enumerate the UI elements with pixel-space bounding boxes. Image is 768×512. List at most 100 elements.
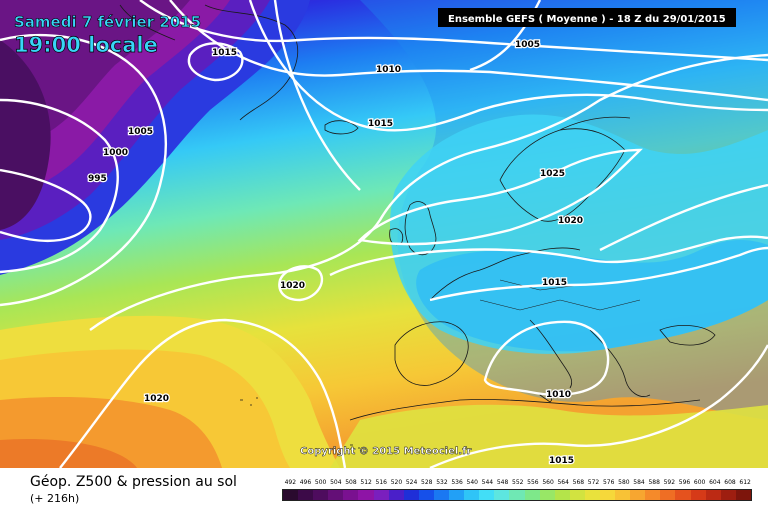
isobar-1015-small (187, 42, 244, 82)
isobar-1010 (169, 0, 768, 102)
scale-tick-label: 512 (360, 479, 372, 486)
scale-tick-label: 544 (481, 479, 494, 486)
scale-tick-label: 592 (663, 479, 676, 486)
isobar-label: 1015 (549, 456, 574, 466)
isobar-label: 1015 (212, 48, 237, 58)
isobar-label: 1020 (144, 394, 169, 404)
forecast-hour: (+ 216h) (30, 492, 80, 505)
run-info-box (438, 8, 736, 27)
isobar-label: 1005 (128, 127, 153, 137)
scale-tick-label: 496 (299, 479, 312, 486)
date-label: Samedi 7 février 2015 (14, 13, 201, 31)
scale-tick-label: 564 (557, 479, 569, 486)
isobar-label: 1025 (540, 169, 565, 179)
scale-swatch (615, 490, 631, 500)
cold-pool-deep (416, 240, 768, 352)
isobars (0, 0, 768, 468)
scale-tick-label: 568 (572, 479, 585, 486)
scale-tick-label: 520 (390, 479, 403, 486)
isobar-995 (0, 168, 92, 243)
scale-tick-label: 508 (345, 479, 357, 486)
scale-swatch (630, 490, 646, 500)
scale-tick-label: 580 (618, 479, 630, 486)
isobar-label: 1010 (376, 65, 401, 75)
isobar-labels: 995 1000 1005 1005 1010 1015 1015 1015 1… (87, 39, 585, 468)
scale-tick-label: 552 (512, 479, 524, 486)
scale-tick-label: 492 (284, 479, 297, 486)
isobar-label: 1020 (280, 281, 305, 291)
isobar-1015-south (429, 344, 768, 468)
scale-tick-label: 604 (709, 479, 721, 486)
isobar-label: 1020 (558, 216, 583, 226)
scale-swatch (720, 490, 736, 500)
scale-swatch (343, 490, 359, 500)
isobar-1005-west (0, 33, 167, 307)
isobar-1000 (0, 98, 119, 274)
scale-swatch (328, 490, 344, 500)
scale-tick-label: 516 (375, 479, 387, 486)
scale-swatch (464, 490, 480, 500)
scale-swatch (569, 490, 585, 500)
scale-swatch (554, 490, 570, 500)
weather-map: 995 1000 1005 1005 1010 1015 1015 1015 1… (0, 0, 768, 468)
isobar-1020-south (59, 318, 347, 468)
scale-swatch (645, 490, 661, 500)
scale-swatch (675, 490, 691, 500)
isobar-1025 (357, 148, 643, 246)
scale-tick-label: 528 (421, 479, 433, 486)
scale-tick-label: 556 (527, 479, 539, 486)
scale-swatch (539, 490, 555, 500)
scale-swatch (403, 490, 419, 500)
scale-tick-label: 500 (314, 479, 327, 486)
scale-tick-label: 588 (648, 479, 660, 486)
isobar-label: 1000 (103, 148, 128, 158)
scale-tick-label: 576 (602, 479, 615, 486)
scale-swatch (449, 490, 465, 500)
isobar-label: 1005 (515, 40, 540, 50)
scale-tick-label: 584 (633, 479, 645, 486)
scale-labels: 492 496 500 504 508 512 516 520 524 528 532 536 540 5… (282, 479, 752, 487)
scale-tick-label: 596 (678, 479, 691, 486)
scale-swatch (584, 490, 600, 500)
scale-tick-label: 560 (542, 479, 554, 486)
scale-swatch (524, 490, 540, 500)
ridge-core (0, 438, 137, 468)
vortex-core (0, 40, 51, 230)
isobar-label: 1015 (368, 119, 393, 129)
scale-swatch (358, 490, 374, 500)
isobar-1015-europe (429, 246, 768, 302)
scale-tick-label: 504 (330, 479, 342, 486)
scale-tick-label: 608 (724, 479, 736, 486)
scale-tick-label: 600 (693, 479, 706, 486)
copyright-label: Copyright © 2015 Meteociel.fr (300, 446, 471, 457)
scale-swatch (418, 490, 434, 500)
scale-tick-label: 532 (436, 479, 448, 486)
scale-swatch (283, 490, 299, 500)
scale-swatch (388, 490, 404, 500)
run-info-label: Ensemble GEFS ( Moyenne ) - 18 Z du 29/0… (448, 14, 726, 25)
scale-swatch (660, 490, 676, 500)
scale-tick-label: 572 (587, 479, 600, 486)
scale-swatch (509, 490, 525, 500)
scale-tick-label: 612 (739, 479, 751, 486)
scale-tick-label: 536 (451, 479, 463, 486)
scale-swatch (373, 490, 389, 500)
isobar-1020-sw (89, 53, 768, 331)
scale-swatch (479, 490, 495, 500)
time-label: 19:00 locale (14, 33, 158, 57)
isobar-label: 1010 (546, 390, 571, 400)
scale-swatch (433, 490, 450, 500)
isobar-1015-north (248, 0, 768, 132)
isobar-1010-med (483, 320, 610, 396)
isobar-1020-europe (329, 235, 768, 277)
scale-swatch (599, 490, 616, 500)
scale-swatch (690, 490, 706, 500)
isobar-1015-west (273, 0, 361, 191)
scale-swatch (494, 490, 510, 500)
map-title: Géop. Z500 & pression au sol (30, 474, 237, 490)
isobar-1020-small (278, 265, 324, 302)
isobar-1005-north (139, 0, 768, 62)
scale-tick-label: 524 (405, 479, 418, 486)
scale-swatch (735, 490, 751, 500)
scale-swatch (705, 490, 721, 500)
